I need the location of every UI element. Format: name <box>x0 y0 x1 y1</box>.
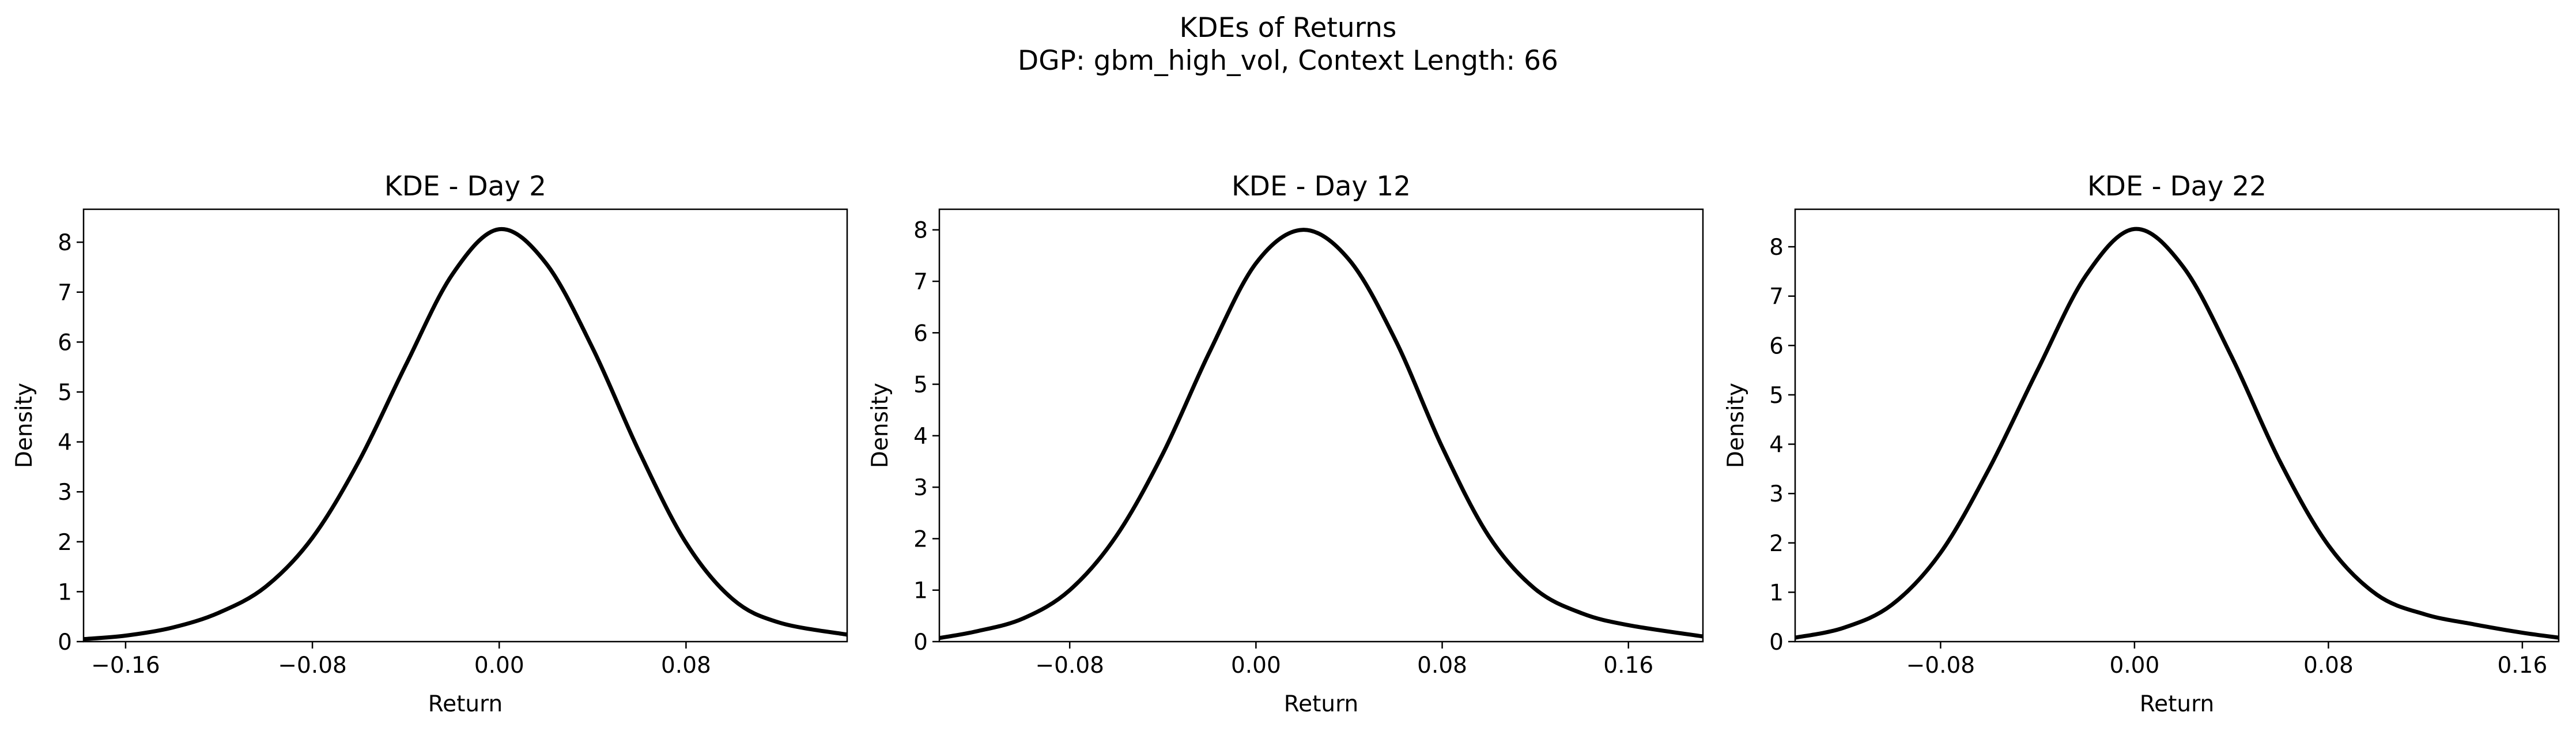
x-axis-label: Return <box>428 691 503 717</box>
subplot-2: KDE - Day 12 −0.08 0.00 0.08 0.16 0 1 2 3 4 5 6 7 8 Re… <box>867 171 1704 717</box>
y-tick-label: 7 <box>913 269 928 295</box>
y-tick-label: 3 <box>913 475 928 501</box>
x-tick-label: 0.08 <box>661 653 711 679</box>
y-tick-label: 8 <box>1769 235 1784 261</box>
y-tick-label: 8 <box>58 230 72 256</box>
figure-title: KDEs of Returns <box>1180 12 1397 44</box>
y-axis-label: Density <box>12 383 37 468</box>
y-tick-label: 1 <box>58 579 72 605</box>
x-tick-label: 0.00 <box>2109 653 2159 679</box>
y-tick-label: 2 <box>913 526 928 552</box>
y-tick-label: 2 <box>58 530 72 556</box>
y-tick-label: 6 <box>58 330 72 356</box>
y-tick-label: 7 <box>1769 284 1784 310</box>
y-tick-label: 5 <box>913 372 928 398</box>
y-tick-label: 8 <box>913 218 928 244</box>
subplot-title: KDE - Day 22 <box>2087 171 2267 202</box>
kde-curve <box>84 227 847 642</box>
y-tick-label: 4 <box>913 424 928 450</box>
axes-frame <box>1794 208 2560 643</box>
y-tick-label: 4 <box>1769 432 1784 458</box>
y-tick-label: 2 <box>1769 531 1784 557</box>
kde-curve <box>939 228 1703 640</box>
subplot-title: KDE - Day 2 <box>384 171 546 202</box>
y-axis-label: Density <box>867 383 893 468</box>
axes-frame <box>938 208 1704 643</box>
x-tick-label: 0.00 <box>474 653 524 679</box>
subplots: KDE - Day 2 −0.16 −0.08 0.00 0.08 0 1 2 3 4 5 6 7 8 Re… <box>12 171 2560 717</box>
x-axis-label: Return <box>1284 691 1358 717</box>
y-axis-label: Density <box>1723 383 1749 468</box>
x-tick-label: 0.16 <box>2497 653 2547 679</box>
subplot-3: KDE - Day 22 −0.08 0.00 0.08 0.16 0 1 2 3 4 5 6 7 8 Re… <box>1723 171 2560 717</box>
x-tick-label: −0.16 <box>91 653 160 679</box>
y-tick-label: 5 <box>1769 383 1784 409</box>
x-tick-label: 0.00 <box>1231 653 1281 679</box>
y-tick-label: 0 <box>58 630 72 655</box>
y-tick-label: 3 <box>58 480 72 506</box>
y-tick-label: 5 <box>58 380 72 406</box>
x-tick-label: −0.08 <box>1035 653 1104 679</box>
x-tick-label: 0.08 <box>1417 653 1467 679</box>
figure-subtitle: DGP: gbm_high_vol, Context Length: 66 <box>1018 45 1558 77</box>
axes-frame <box>82 208 848 643</box>
y-tick-label: 0 <box>913 630 928 655</box>
y-tick-label: 6 <box>1769 333 1784 359</box>
subplot-1: KDE - Day 2 −0.16 −0.08 0.00 0.08 0 1 2 3 4 5 6 7 8 Re… <box>12 171 848 717</box>
x-tick-label: 0.08 <box>2303 653 2354 679</box>
y-tick-label: 7 <box>58 280 72 306</box>
y-tick-label: 4 <box>58 430 72 456</box>
kde-curve <box>1795 227 2559 640</box>
x-tick-label: 0.16 <box>1603 653 1653 679</box>
y-tick-label: 3 <box>1769 481 1784 507</box>
x-axis-label: Return <box>2140 691 2214 717</box>
y-tick-label: 0 <box>1769 630 1784 655</box>
y-tick-label: 6 <box>913 321 928 346</box>
x-tick-label: −0.08 <box>1906 653 1976 679</box>
x-tick-label: −0.08 <box>278 653 347 679</box>
y-tick-label: 1 <box>913 578 928 604</box>
y-tick-label: 1 <box>1769 580 1784 606</box>
subplot-title: KDE - Day 12 <box>1232 171 1411 202</box>
